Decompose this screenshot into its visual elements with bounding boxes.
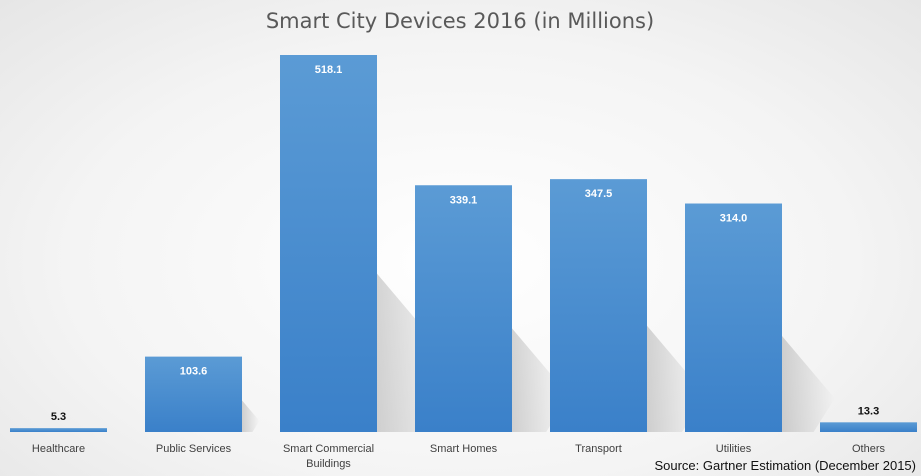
category-label: Public Services bbox=[156, 443, 232, 455]
value-label: 314.0 bbox=[720, 213, 748, 225]
bar-shadow bbox=[242, 400, 260, 432]
category-label-line: Transport bbox=[575, 443, 622, 455]
category-label-line: Smart Homes bbox=[430, 443, 498, 455]
category-label-line: Buildings bbox=[306, 458, 351, 470]
category-label-line: Utilities bbox=[716, 443, 752, 455]
bar-shadow bbox=[782, 336, 835, 432]
value-label: 103.6 bbox=[180, 366, 208, 378]
category-label-line: Healthcare bbox=[32, 443, 85, 455]
bar-public-services bbox=[145, 356, 242, 432]
category-label-line: Smart Commercial bbox=[283, 443, 374, 455]
value-label: 518.1 bbox=[315, 64, 343, 76]
value-labels-group: 5.3 103.6 518.1 339.1 347.5 314.0 13.3 bbox=[51, 64, 879, 423]
value-label: 339.1 bbox=[450, 194, 478, 206]
source-note: Source: Gartner Estimation (December 201… bbox=[654, 458, 916, 473]
bar-smart-commercial-buildings bbox=[280, 55, 377, 432]
value-label: 347.5 bbox=[585, 188, 613, 200]
value-label: 5.3 bbox=[51, 411, 66, 423]
category-label: Utilities bbox=[716, 443, 752, 455]
bar-healthcare bbox=[10, 428, 107, 432]
category-label: Healthcare bbox=[32, 443, 85, 455]
value-label: 13.3 bbox=[858, 405, 879, 417]
bar-others bbox=[820, 422, 917, 432]
bar-transport bbox=[550, 179, 647, 432]
category-labels-group: Healthcare Public Services Smart Commercia… bbox=[32, 443, 886, 470]
bar-smart-homes bbox=[415, 185, 512, 432]
category-label-line: Public Services bbox=[156, 443, 232, 455]
bar-utilities bbox=[685, 203, 782, 432]
category-label: Smart Homes bbox=[430, 443, 498, 455]
category-label-line: Others bbox=[852, 443, 886, 455]
chart-title: Smart City Devices 2016 (in Millions) bbox=[266, 9, 654, 33]
category-label: Others bbox=[852, 443, 886, 455]
category-label: Smart Commercial Buildings bbox=[283, 443, 374, 470]
bars-group bbox=[10, 55, 917, 432]
category-label: Transport bbox=[575, 443, 622, 455]
